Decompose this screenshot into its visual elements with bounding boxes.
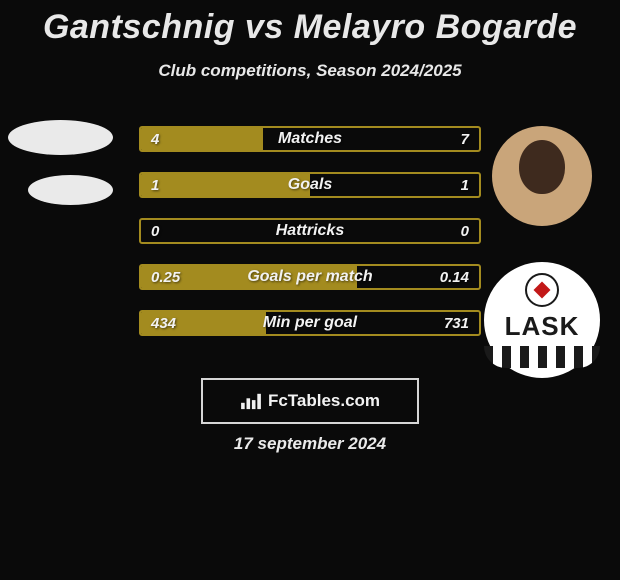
stat-row: 1Goals1 [139, 172, 481, 198]
brand-badge: FcTables.com [201, 378, 419, 424]
club-stripes-icon [484, 346, 600, 368]
stat-row: 434Min per goal731 [139, 310, 481, 336]
stat-fill-left [141, 174, 310, 196]
page-title: Gantschnig vs Melayro Bogarde [0, 0, 620, 47]
stat-value-right: 7 [461, 128, 469, 150]
stat-row: 0.25Goals per match0.14 [139, 264, 481, 290]
club-right-badge: LASK [482, 260, 602, 380]
stat-row: 0Hattricks0 [139, 218, 481, 244]
stat-row: 4Matches7 [139, 126, 481, 152]
subtitle: Club competitions, Season 2024/2025 [0, 61, 620, 81]
stat-fill-left [141, 128, 263, 150]
stat-value-left: 0 [151, 220, 159, 242]
stat-value-right: 0 [461, 220, 469, 242]
player-left-avatar [8, 120, 113, 155]
player-right-avatar [492, 126, 592, 226]
club-name-label: LASK [505, 311, 580, 342]
stat-label: Hattricks [141, 220, 479, 242]
date-label: 17 september 2024 [0, 434, 620, 454]
stats-table: 4Matches7 1Goals1 0Hattricks0 0.25Goals per… [139, 126, 481, 356]
stat-value-right: 0.14 [440, 266, 469, 288]
club-left-badge [28, 175, 113, 205]
bar-chart-icon [240, 392, 262, 410]
club-crest-icon [525, 273, 559, 307]
stat-value-right: 731 [444, 312, 469, 334]
stat-fill-left [141, 266, 357, 288]
stat-value-right: 1 [461, 174, 469, 196]
stat-fill-left [141, 312, 266, 334]
brand-label: FcTables.com [268, 391, 380, 411]
